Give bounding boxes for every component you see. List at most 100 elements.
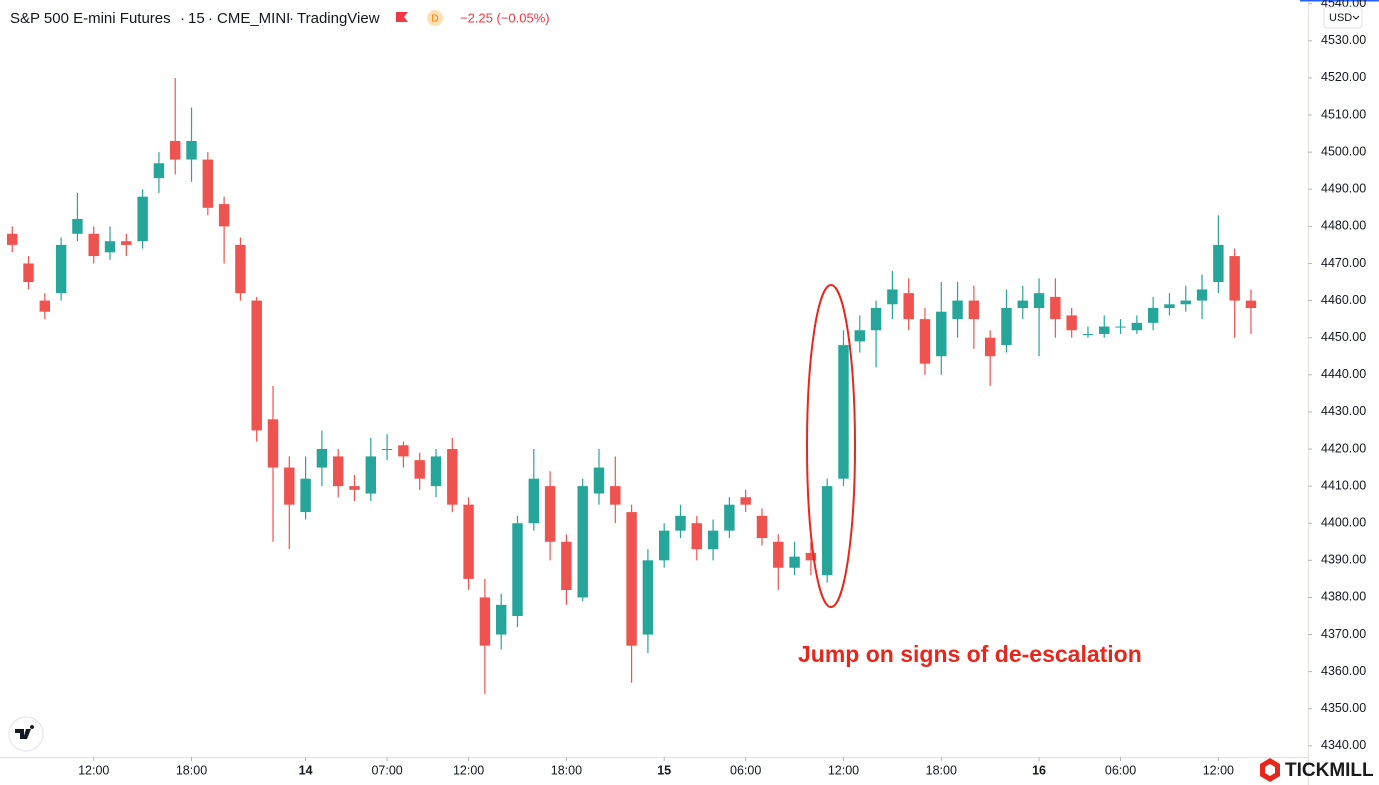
- candle-body: [903, 293, 914, 320]
- candle-body: [88, 233, 99, 257]
- currency[interactable]: USD: [1329, 12, 1352, 24]
- y-tick-label: 4520.00: [1321, 70, 1366, 84]
- candle-body: [642, 560, 654, 635]
- flag-icon[interactable]: [396, 12, 408, 22]
- candle-body: [121, 241, 132, 245]
- change: −2.25 (−0.05%): [460, 10, 550, 25]
- candle-body: [251, 300, 262, 431]
- y-tick-label: 4360.00: [1321, 664, 1366, 678]
- candle-body: [1082, 333, 1094, 335]
- candle-body: [512, 523, 523, 616]
- candle-body: [968, 300, 980, 320]
- separator: ·: [208, 10, 213, 27]
- badge: D: [431, 14, 438, 25]
- candle-body: [463, 504, 474, 579]
- candle-body: [7, 233, 18, 245]
- candle-body: [39, 300, 51, 312]
- y-tick-label: 4380.00: [1321, 590, 1366, 604]
- candle-body: [805, 552, 817, 561]
- candle-body: [658, 530, 670, 561]
- candle-body: [1213, 244, 1224, 283]
- candle-body: [267, 419, 279, 468]
- candle-body: [1033, 293, 1045, 308]
- candle-body: [218, 204, 230, 227]
- y-tick-label: 4440.00: [1321, 367, 1366, 381]
- candle-body: [447, 449, 458, 505]
- candle-body: [854, 330, 865, 342]
- candle-body: [1229, 256, 1240, 301]
- candle-body: [870, 307, 882, 331]
- candle-body: [1017, 300, 1028, 308]
- candle-body: [1245, 300, 1257, 308]
- y-tick-label: 4510.00: [1321, 107, 1366, 121]
- x-tick-label: 18:00: [551, 763, 582, 777]
- candle-body: [398, 445, 409, 457]
- currency-button[interactable]: [1323, 6, 1363, 29]
- y-tick-label: 4480.00: [1321, 219, 1366, 233]
- candle-body: [1147, 307, 1159, 323]
- legend-bg: [0, 0, 560, 36]
- candle-body: [919, 319, 931, 364]
- candle-body: [1196, 289, 1208, 301]
- exchange: CME_MINI: [217, 10, 290, 27]
- tv-logo: [15, 725, 35, 739]
- candle-body: [153, 163, 165, 179]
- y-tick-label: 4370.00: [1321, 627, 1366, 641]
- candle-body: [316, 449, 328, 468]
- annotation: Jump on signs of de-escalation: [798, 641, 1142, 667]
- candle-body: [235, 244, 246, 294]
- x-tick-label: 16: [1032, 763, 1046, 777]
- y-tick-label: 4490.00: [1321, 182, 1366, 196]
- candle-body: [577, 486, 588, 598]
- candle-body: [1115, 326, 1126, 328]
- candle-body: [593, 467, 605, 494]
- symbol-title: S&P 500 E-mini Futures: [10, 10, 171, 27]
- candle-body: [756, 515, 768, 539]
- y-tick-label: 4450.00: [1321, 330, 1366, 344]
- y-tick-label: 4460.00: [1321, 293, 1366, 307]
- candle-body: [626, 512, 637, 646]
- candle-body: [365, 456, 377, 494]
- candle-body: [349, 486, 360, 490]
- x-tick-label: 07:00: [371, 763, 402, 777]
- candle-body: [610, 486, 621, 505]
- x-tick-label: 12:00: [1203, 763, 1234, 777]
- candle-body: [1099, 326, 1110, 334]
- plot: 4340.00 4350.00 4360.00 4370.00 4380.00 4390.…: [7, 0, 1366, 777]
- candle-body: [1164, 304, 1175, 308]
- x-tick-label: 12:00: [453, 763, 484, 777]
- y-tick-label: 4340.00: [1321, 738, 1366, 752]
- highlight-ellipse: [806, 284, 856, 608]
- candle-body: [202, 159, 214, 208]
- candle-body: [984, 337, 996, 357]
- y-tick-label: 4400.00: [1321, 516, 1366, 530]
- candle-body: [528, 478, 540, 524]
- candle-body: [186, 141, 197, 160]
- x-tick-label: 12:00: [828, 763, 859, 777]
- candle-body: [414, 460, 425, 479]
- candle-body: [72, 218, 83, 234]
- interval: 15: [188, 10, 205, 27]
- candle-body: [936, 311, 947, 357]
- candle-body: [1050, 296, 1061, 320]
- candle-body: [724, 504, 735, 531]
- candle-body: [430, 456, 442, 487]
- candle-body: [838, 345, 849, 479]
- candle-body: [495, 604, 507, 635]
- candle-body: [789, 556, 800, 568]
- y-tick-label: 4390.00: [1321, 553, 1366, 567]
- candle-body: [773, 541, 784, 568]
- brand-logo: [1260, 758, 1280, 782]
- x-tick-label: 06:00: [1105, 763, 1136, 777]
- candle-body: [740, 497, 751, 505]
- candle-body: [55, 244, 67, 294]
- candle-body: [821, 486, 833, 576]
- candle-body: [300, 478, 311, 513]
- candle-body: [1180, 300, 1191, 305]
- y-tick-label: 4540.00: [1321, 0, 1366, 10]
- y-tick-label: 4500.00: [1321, 144, 1366, 158]
- chevron: [1352, 15, 1360, 20]
- candle-body: [169, 141, 181, 160]
- y-tick-label: 4470.00: [1321, 256, 1366, 270]
